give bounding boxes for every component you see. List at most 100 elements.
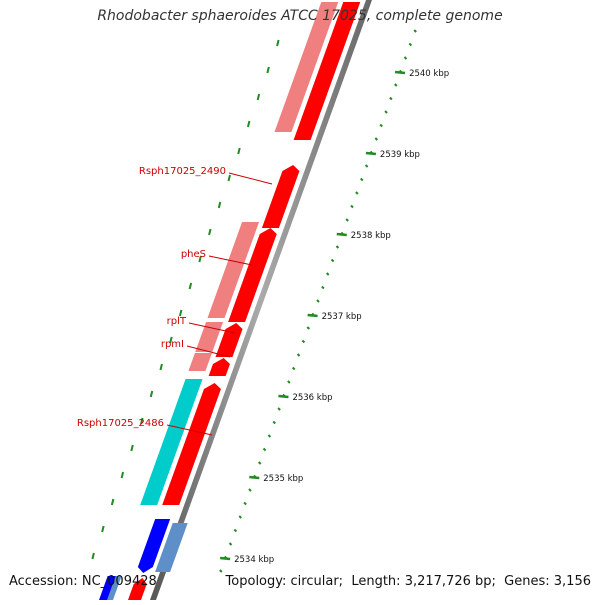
ruler-minor-tick [306, 326, 310, 330]
ruler-outer-tick [101, 525, 105, 533]
ruler-outer-tick [140, 417, 144, 425]
accession-info: Accession: NC_009428 [9, 574, 157, 589]
ruler-outer-tick [178, 309, 183, 317]
ruler-tick-label: 2534 kbp [234, 555, 274, 565]
forward-cds-light-feature [207, 222, 260, 318]
gene-label-leader [208, 255, 253, 266]
ruler-minor-tick [219, 569, 223, 573]
ruler-minor-tick [374, 137, 379, 141]
ruler-minor-tick [233, 528, 238, 533]
accession-label: Accession: [9, 574, 78, 589]
ruler-major-tick [278, 394, 289, 399]
forward-cds-feature [293, 2, 361, 140]
ruler-minor-tick [345, 218, 349, 222]
forward-cds-feature [162, 383, 221, 505]
ruler-minor-tick [403, 56, 408, 60]
gene-label: Rsph17025_2490 [139, 166, 226, 177]
ruler-outer-tick [198, 255, 202, 263]
genes-label: Genes: [504, 574, 550, 589]
reverse-cds-feature [99, 576, 117, 600]
ruler-outer-tick [149, 390, 154, 398]
ruler-minor-tick [379, 123, 383, 128]
ruler-tick-label: 2535 kbp [263, 474, 303, 484]
ruler-tick-label: 2537 kbp [322, 312, 362, 322]
ruler-outer-tick [237, 147, 241, 155]
reverse-cds-feature [107, 576, 122, 600]
forward-cds-light-feature [195, 322, 224, 352]
gene-label: rpmI [161, 339, 184, 350]
gene-label-leader [228, 172, 273, 185]
ruler-major-tick [365, 151, 377, 156]
ruler-major-tick [307, 313, 318, 318]
ruler-minor-tick [355, 191, 359, 195]
ruler-minor-tick [326, 272, 330, 276]
ruler-minor-tick [330, 258, 335, 263]
accession-value: NC_009428 [81, 574, 157, 589]
ruler-outer-tick [130, 444, 134, 452]
ruler-minor-tick [277, 407, 281, 411]
ruler-minor-tick [321, 285, 325, 290]
forward-cds-feature [215, 323, 243, 357]
ruler-outer-tick [256, 93, 261, 101]
topology-label: Topology: [225, 574, 287, 589]
ruler-major-tick [394, 70, 406, 75]
ruler-tick-label: 2536 kbp [292, 393, 332, 403]
ruler-outer-tick [110, 498, 115, 506]
forward-cds-light-feature [188, 353, 212, 371]
ruler-minor-tick [301, 339, 306, 344]
forward-cds-feature [208, 358, 230, 376]
gene-label: rplT [167, 316, 187, 327]
gene-label-leader [186, 345, 231, 358]
ruler-outer-tick [227, 174, 231, 182]
ruler-outer-tick [276, 39, 280, 47]
gene-label-leader [188, 322, 236, 334]
map-title: Rhodobacter sphaeroides ATCC 17025, comp… [97, 8, 503, 24]
reverse-cds-feature [155, 523, 188, 572]
reverse-cds-feature [140, 379, 203, 505]
ruler-minor-tick [364, 164, 369, 168]
ruler-minor-tick [228, 542, 233, 546]
ruler-minor-tick [287, 380, 291, 384]
topology-value: circular [290, 574, 339, 589]
ruler-tick-label: 2540 kbp [409, 69, 449, 79]
genome-backbone [150, 0, 372, 600]
ruler-outer-tick [159, 363, 163, 371]
ruler-outer-tick [169, 336, 173, 344]
ruler-outer-tick [120, 471, 125, 479]
ruler-minor-tick [296, 353, 301, 357]
genome-summary: Topology: circular; Length: 3,217,726 bp… [226, 574, 591, 589]
ruler-major-tick [336, 232, 347, 237]
ruler-minor-tick [257, 461, 262, 465]
length-label: Length: [351, 574, 401, 589]
forward-cds-light-feature [274, 2, 339, 132]
gene-label-leader [166, 424, 213, 436]
ruler-minor-tick [350, 204, 354, 209]
ruler-major-tick [219, 556, 231, 561]
ruler-minor-tick [335, 245, 340, 249]
gene-label: pheS [181, 249, 206, 260]
forward-cds-feature [128, 578, 147, 600]
genes-value: 3,156 [553, 574, 591, 589]
ruler-minor-tick [413, 29, 417, 33]
gene-label: Rsph17025_2486 [77, 418, 164, 429]
ruler-outer-tick [91, 552, 95, 560]
ruler-minor-tick [267, 434, 272, 438]
ruler-minor-tick [238, 515, 242, 519]
length-value: 3,217,726 bp [404, 574, 492, 589]
ruler-outer-tick [246, 120, 251, 128]
ruler-major-tick [249, 475, 260, 480]
ruler-tick-label: 2538 kbp [351, 231, 391, 241]
forward-cds-feature [261, 165, 300, 228]
ruler-minor-tick [408, 42, 413, 47]
ruler-minor-tick [291, 366, 296, 371]
forward-cds-feature [228, 228, 277, 322]
ruler-minor-tick [360, 177, 364, 182]
summary-separator: ; [338, 574, 348, 589]
ruler-outer-tick [217, 201, 222, 209]
ruler-minor-tick [394, 83, 398, 87]
ruler-minor-tick [272, 420, 276, 425]
ruler-outer-tick [188, 282, 193, 290]
ruler-tick-label: 2539 kbp [380, 150, 420, 160]
